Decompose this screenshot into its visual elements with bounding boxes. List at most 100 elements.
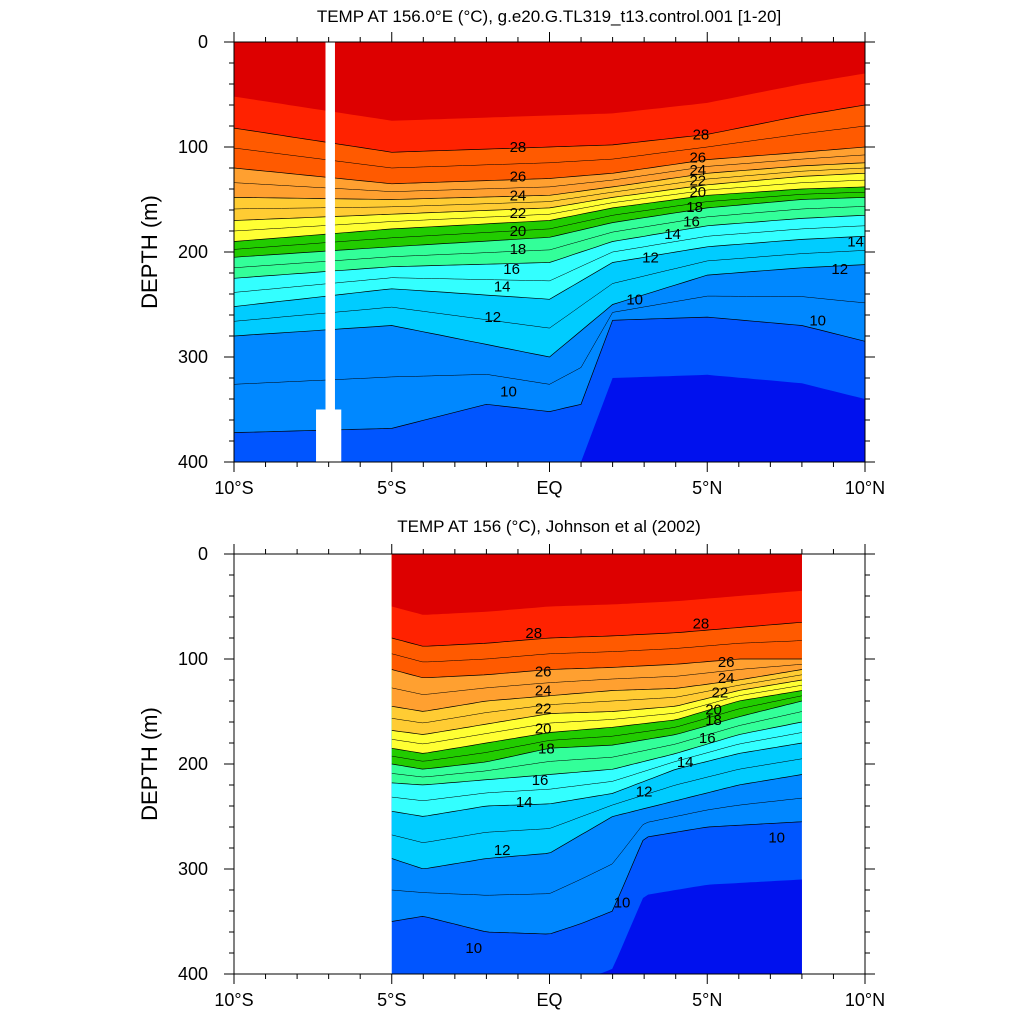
isotherm-label: 14	[677, 754, 694, 771]
isotherm-label: 16	[683, 214, 700, 231]
missing-data-gap	[316, 409, 342, 462]
x-tick-label: 5°N	[692, 990, 722, 1010]
isotherm-21	[234, 179, 865, 232]
isotherm-label: 24	[510, 187, 527, 204]
isotherm-label: 26	[510, 168, 527, 185]
x-tick-label: 10°N	[845, 478, 885, 498]
isotherm-label: 20	[510, 223, 527, 240]
temperature-fill-layer	[391, 554, 802, 974]
isotherm-label: 16	[503, 261, 520, 278]
band-deep-cold	[391, 879, 802, 974]
isotherm-line-layer	[391, 621, 802, 935]
isotherm-label: 12	[636, 783, 653, 800]
isotherm-label: 14	[516, 794, 533, 811]
y-tick-label: 300	[178, 347, 208, 367]
isotherm-label: 18	[538, 740, 555, 757]
isotherm-14	[234, 235, 865, 307]
axes: 10°S 5°S EQ 5°N 10°N 0 100 200 300 400	[178, 544, 885, 1010]
chart-panel-observations: TEMP AT 156 (°C), Johnson et al (2002) 2…	[137, 517, 885, 1010]
isotherm-17	[234, 206, 865, 269]
isotherm-25	[234, 154, 865, 192]
isotherm-label: 24	[535, 683, 552, 700]
isotherm-16	[391, 721, 802, 786]
isotherm-label: 10	[626, 291, 643, 308]
isotherm-label: 10	[768, 830, 785, 847]
x-tick-label: 5°S	[377, 990, 406, 1010]
isotherm-14	[391, 742, 802, 817]
isotherm-label: 20	[705, 701, 722, 718]
isotherm-label: 22	[689, 173, 706, 190]
y-tick-label: 100	[178, 649, 208, 669]
axes: 10°S 5°S EQ 5°N 10°N 0 100 200 300 400	[178, 32, 885, 498]
isotherm-23	[234, 167, 865, 210]
isotherm-25	[391, 664, 802, 695]
band-deep-cold	[234, 374, 865, 462]
isotherm-label: 14	[664, 226, 681, 243]
isotherm-13	[391, 758, 802, 843]
y-axis-label: DEPTH (m)	[137, 195, 162, 309]
isotherm-19	[391, 695, 802, 762]
isotherm-label: 20	[689, 184, 706, 201]
isotherm-label: 26	[535, 664, 552, 681]
isotherm-label: 16	[699, 730, 716, 747]
y-tick-label: 0	[198, 544, 208, 564]
isotherm-18	[234, 197, 865, 258]
missing-data-gap	[325, 42, 335, 410]
isotherm-label: 14	[494, 279, 511, 296]
isotherm-label: 26	[718, 654, 735, 671]
isotherm-11	[234, 295, 865, 385]
isotherm-10	[391, 821, 802, 935]
y-tick-label: 300	[178, 859, 208, 879]
y-tick-label: 200	[178, 242, 208, 262]
x-tick-label: 10°N	[845, 990, 885, 1010]
x-tick-label: 10°S	[214, 478, 253, 498]
y-tick-label: 200	[178, 754, 208, 774]
isotherm-15	[234, 225, 865, 293]
isotherm-22	[234, 172, 865, 221]
isotherm-28	[234, 104, 865, 153]
isotherm-21	[391, 685, 802, 745]
isotherm-label: 12	[642, 249, 659, 266]
isotherm-13	[234, 250, 865, 329]
isotherm-line-layer	[234, 104, 865, 433]
y-tick-label: 400	[178, 452, 208, 472]
isotherm-19	[234, 191, 865, 250]
x-tick-label: EQ	[536, 990, 562, 1010]
isotherm-label: 12	[494, 842, 511, 859]
isotherm-label: 26	[689, 150, 706, 167]
isotherm-16	[234, 214, 865, 279]
isotherm-label: 28	[510, 139, 527, 156]
isotherm-26	[234, 146, 865, 185]
isotherm-label-layer: 2826242220181614121028262422201816141210…	[484, 126, 864, 400]
isotherm-12	[391, 774, 802, 870]
isotherm-label: 12	[831, 261, 848, 278]
x-tick-label: 5°S	[377, 478, 406, 498]
x-tick-label: 5°N	[692, 478, 722, 498]
isotherm-27	[391, 640, 802, 663]
isotherm-label: 10	[465, 940, 482, 957]
isotherm-label: 18	[705, 712, 722, 729]
isotherm-12	[234, 264, 865, 358]
isotherm-22	[391, 679, 802, 735]
isotherm-20	[234, 186, 865, 242]
isotherm-27	[234, 125, 865, 169]
isotherm-label: 24	[718, 670, 735, 687]
isotherm-28	[391, 621, 802, 647]
isotherm-15	[391, 732, 802, 801]
isotherm-label: 18	[510, 241, 527, 258]
chart-title: TEMP AT 156.0°E (°C), g.e20.G.TL319_t13.…	[317, 7, 781, 26]
y-axis-label: DEPTH (m)	[137, 707, 162, 821]
temperature-fill-layer	[234, 42, 865, 462]
y-tick-label: 400	[178, 964, 208, 984]
y-tick-label: 0	[198, 32, 208, 52]
isotherm-label: 22	[510, 205, 527, 222]
isotherm-label: 12	[484, 309, 501, 326]
chart-title: TEMP AT 156 (°C), Johnson et al (2002)	[397, 517, 701, 536]
isotherm-label: 10	[500, 384, 517, 401]
isotherm-label: 10	[809, 312, 826, 329]
x-tick-label: 10°S	[214, 990, 253, 1010]
isotherm-label: 20	[535, 720, 552, 737]
isotherm-24	[234, 162, 865, 200]
isotherm-label: 16	[532, 772, 549, 789]
